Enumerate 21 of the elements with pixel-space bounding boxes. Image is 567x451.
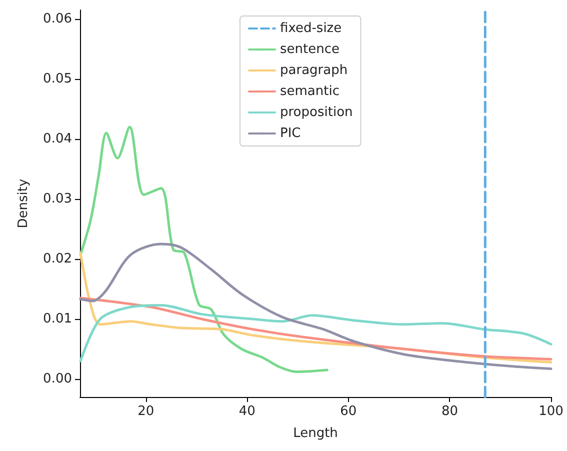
x-tick-label: 40 bbox=[238, 404, 256, 419]
y-tick-label: 0.05 bbox=[43, 72, 72, 86]
x-tick-label: 80 bbox=[441, 404, 458, 419]
legend-label: paragraph bbox=[280, 63, 348, 78]
y-tick-label: 0.01 bbox=[43, 312, 72, 326]
y-axis-title: Density bbox=[16, 178, 31, 228]
legend-label: PIC bbox=[280, 126, 301, 141]
line-series bbox=[79, 126, 328, 374]
y-tick-label: 0.02 bbox=[43, 252, 72, 266]
x-tick-label: 20 bbox=[138, 404, 154, 419]
legend-label: sentence bbox=[280, 42, 340, 57]
y-tick-label: 0.00 bbox=[43, 372, 72, 386]
legend-label: proposition bbox=[280, 105, 353, 120]
x-tick-label: 60 bbox=[340, 404, 357, 419]
legend-label: fixed-size bbox=[280, 21, 342, 36]
legend-label: semantic bbox=[280, 84, 340, 99]
y-tick-label: 0.06 bbox=[43, 12, 72, 26]
y-tick-label: 0.03 bbox=[43, 192, 72, 206]
x-axis-title: Length bbox=[293, 426, 338, 441]
x-tick-label: 100 bbox=[538, 404, 564, 419]
y-tick-label: 0.04 bbox=[43, 132, 72, 146]
